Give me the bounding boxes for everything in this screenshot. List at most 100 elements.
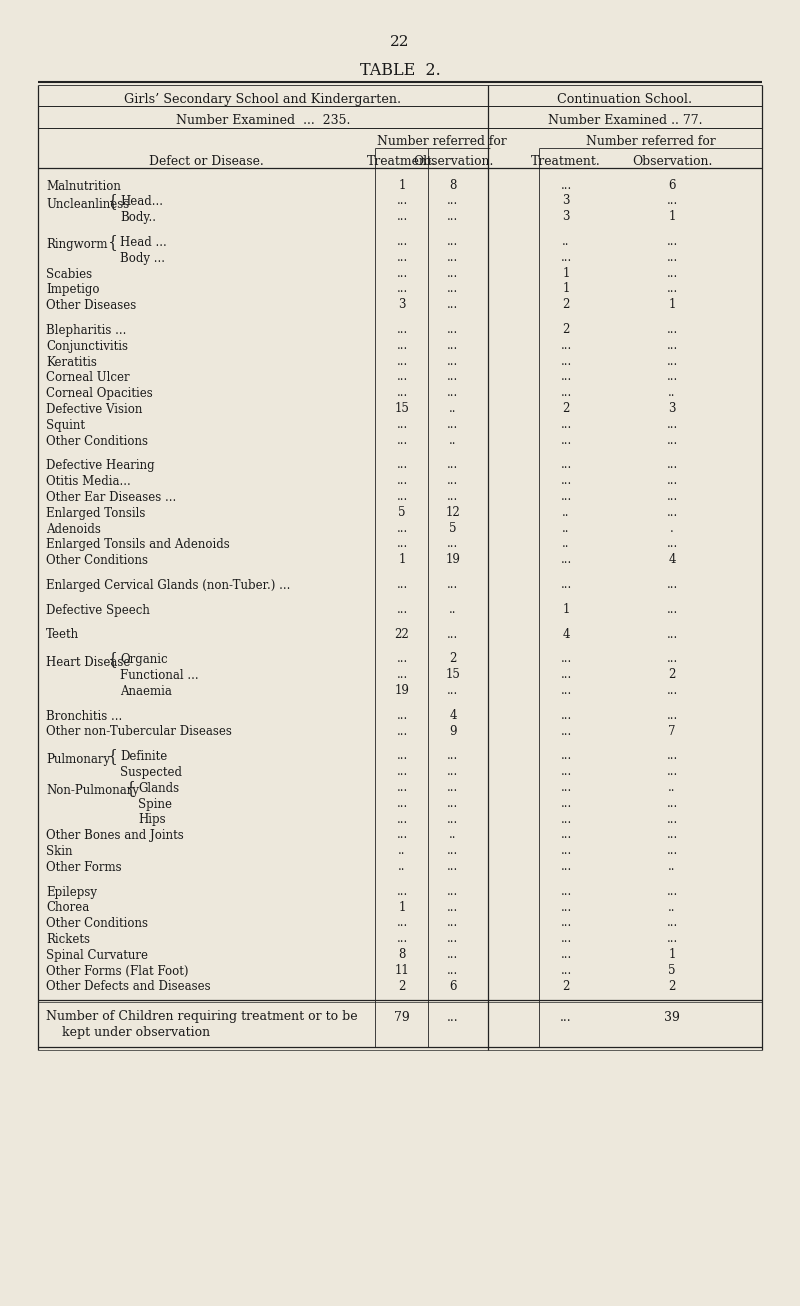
Text: ...: ... bbox=[447, 195, 458, 208]
Text: Treatment.: Treatment. bbox=[531, 155, 601, 168]
Text: ...: ... bbox=[447, 323, 458, 336]
Text: ...: ... bbox=[560, 371, 572, 384]
Text: ...: ... bbox=[447, 684, 458, 697]
Text: ...: ... bbox=[560, 554, 572, 567]
Text: Continuation School.: Continuation School. bbox=[558, 93, 693, 106]
Text: ...: ... bbox=[396, 669, 408, 682]
Text: 5: 5 bbox=[450, 521, 457, 534]
Text: 1: 1 bbox=[398, 901, 406, 914]
Text: ...: ... bbox=[447, 251, 458, 264]
Text: ...: ... bbox=[666, 505, 678, 518]
Text: Functional ...: Functional ... bbox=[120, 669, 198, 682]
Text: ...: ... bbox=[396, 251, 408, 264]
Text: ...: ... bbox=[560, 901, 572, 914]
Text: ...: ... bbox=[396, 828, 408, 841]
Text: ...: ... bbox=[447, 797, 458, 810]
Text: Squint: Squint bbox=[46, 419, 85, 432]
Text: 2: 2 bbox=[562, 323, 570, 336]
Text: ...: ... bbox=[396, 781, 408, 794]
Text: Other Conditions: Other Conditions bbox=[46, 917, 148, 930]
Text: ...: ... bbox=[396, 434, 408, 447]
Text: ...: ... bbox=[447, 812, 458, 825]
Text: Other Forms (Flat Foot): Other Forms (Flat Foot) bbox=[46, 965, 189, 978]
Text: ...: ... bbox=[396, 490, 408, 503]
Text: ...: ... bbox=[666, 458, 678, 471]
Text: Other Forms: Other Forms bbox=[46, 861, 122, 874]
Text: ...: ... bbox=[666, 266, 678, 279]
Text: Head...: Head... bbox=[120, 196, 163, 208]
Text: ...: ... bbox=[447, 628, 458, 641]
Text: ...: ... bbox=[447, 579, 458, 592]
Text: {: { bbox=[107, 652, 117, 669]
Text: ...: ... bbox=[396, 282, 408, 295]
Text: ...: ... bbox=[560, 458, 572, 471]
Text: ...: ... bbox=[447, 901, 458, 914]
Text: Defective Vision: Defective Vision bbox=[46, 402, 142, 415]
Text: ...: ... bbox=[447, 1011, 459, 1024]
Text: Number referred for: Number referred for bbox=[586, 135, 715, 148]
Text: Non-Pulmonary: Non-Pulmonary bbox=[46, 785, 139, 797]
Text: Pulmonary: Pulmonary bbox=[46, 752, 110, 765]
Text: ...: ... bbox=[560, 884, 572, 897]
Text: ..: .. bbox=[668, 861, 676, 872]
Text: ...: ... bbox=[666, 844, 678, 857]
Text: ...: ... bbox=[560, 917, 572, 930]
Text: ...: ... bbox=[560, 709, 572, 722]
Text: {: { bbox=[125, 780, 135, 797]
Text: 2: 2 bbox=[562, 298, 570, 311]
Text: ...: ... bbox=[447, 765, 458, 778]
Text: ...: ... bbox=[560, 765, 572, 778]
Text: ...: ... bbox=[447, 932, 458, 946]
Text: ...: ... bbox=[447, 458, 458, 471]
Text: ...: ... bbox=[666, 603, 678, 616]
Text: 12: 12 bbox=[446, 505, 460, 518]
Text: ...: ... bbox=[666, 884, 678, 897]
Text: ...: ... bbox=[396, 884, 408, 897]
Text: Otitis Media...: Otitis Media... bbox=[46, 475, 130, 488]
Text: ...: ... bbox=[666, 474, 678, 487]
Text: 3: 3 bbox=[562, 210, 570, 223]
Text: ...: ... bbox=[666, 828, 678, 841]
Text: ...: ... bbox=[560, 964, 572, 977]
Text: Bronchitis ...: Bronchitis ... bbox=[46, 709, 122, 722]
Text: 22: 22 bbox=[394, 628, 410, 641]
Text: ...: ... bbox=[396, 323, 408, 336]
Text: Body ...: Body ... bbox=[120, 252, 165, 265]
Text: ...: ... bbox=[396, 537, 408, 550]
Text: Observation.: Observation. bbox=[632, 155, 712, 168]
Text: Corneal Ulcer: Corneal Ulcer bbox=[46, 371, 130, 384]
Text: 39: 39 bbox=[664, 1011, 680, 1024]
Text: ...: ... bbox=[447, 474, 458, 487]
Text: Defective Hearing: Defective Hearing bbox=[46, 460, 154, 473]
Text: ...: ... bbox=[560, 579, 572, 592]
Text: Number referred for: Number referred for bbox=[377, 135, 506, 148]
Text: kept under observation: kept under observation bbox=[46, 1025, 210, 1038]
Text: ...: ... bbox=[666, 418, 678, 431]
Text: Teeth: Teeth bbox=[46, 628, 79, 641]
Text: ...: ... bbox=[560, 725, 572, 738]
Text: 7: 7 bbox=[668, 725, 676, 738]
Text: Spine: Spine bbox=[138, 798, 172, 811]
Text: ...: ... bbox=[396, 932, 408, 946]
Text: ...: ... bbox=[396, 750, 408, 763]
Text: ...: ... bbox=[447, 418, 458, 431]
Text: ...: ... bbox=[396, 195, 408, 208]
Text: Scabies: Scabies bbox=[46, 268, 92, 281]
Text: ...: ... bbox=[560, 179, 572, 192]
Text: ...: ... bbox=[560, 474, 572, 487]
Text: Corneal Opacities: Corneal Opacities bbox=[46, 387, 153, 400]
Text: ...: ... bbox=[396, 458, 408, 471]
Text: 8: 8 bbox=[450, 179, 457, 192]
Text: 6: 6 bbox=[450, 980, 457, 993]
Text: 1: 1 bbox=[668, 298, 676, 311]
Text: ...: ... bbox=[447, 948, 458, 961]
Text: ...: ... bbox=[396, 709, 408, 722]
Text: ...: ... bbox=[666, 355, 678, 367]
Text: ...: ... bbox=[447, 355, 458, 367]
Text: ...: ... bbox=[447, 266, 458, 279]
Text: Uncleanliness: Uncleanliness bbox=[46, 197, 130, 210]
Text: ...: ... bbox=[396, 266, 408, 279]
Text: ...: ... bbox=[560, 932, 572, 946]
Text: ...: ... bbox=[666, 490, 678, 503]
Text: ...: ... bbox=[560, 797, 572, 810]
